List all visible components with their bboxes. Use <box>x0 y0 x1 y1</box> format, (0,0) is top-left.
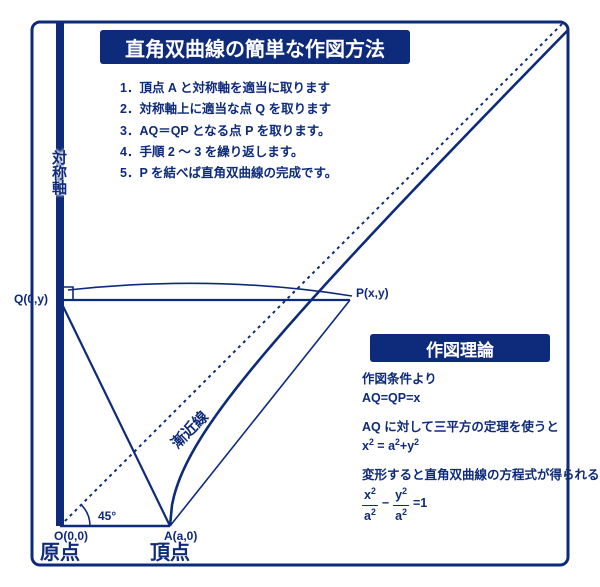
theory-line: 変形すると直角双曲線の方程式が得られる <box>362 466 600 485</box>
step-item: 2．対称軸上に適当な点 Q を取ります <box>120 99 337 120</box>
steps-list: 1．頂点 A と対称軸を適当に取ります2．対称軸上に適当な点 Q を取ります3．… <box>120 78 337 184</box>
theory-line: AQ に対して三平方の定理を使うと <box>362 418 600 437</box>
theory-line: AQ=QP=x <box>362 389 600 408</box>
theory-equation: x2a2−y2a2=1 <box>362 485 600 526</box>
label-origin-big: 原点 <box>40 536 80 565</box>
label-Q: Q(0,y) <box>14 292 48 306</box>
label-vertex-big: 頂点 <box>150 536 190 565</box>
step-item: 5．P を結べば直角双曲線の完成です。 <box>120 163 337 184</box>
main-title: 直角双曲線の簡単な作図方法 <box>100 30 410 64</box>
label-P: P(x,y) <box>356 286 389 300</box>
step-item: 1．頂点 A と対称軸を適当に取ります <box>120 78 337 99</box>
label-symmetry-axis: 対称軸 <box>48 150 69 195</box>
theory-line: x2 = a2+y2 <box>362 436 600 456</box>
theory-title: 作図理論 <box>370 334 550 362</box>
theory-body: 作図条件よりAQ=QP=x AQ に対して三平方の定理を使うとx2 = a2+y2… <box>362 370 600 526</box>
label-angle: 45° <box>98 509 116 523</box>
step-item: 3．AQ＝QP となる点 P を取ります。 <box>120 121 337 142</box>
step-item: 4．手順 2 ～ 3 を繰り返します。 <box>120 142 337 163</box>
theory-line: 作図条件より <box>362 370 600 389</box>
